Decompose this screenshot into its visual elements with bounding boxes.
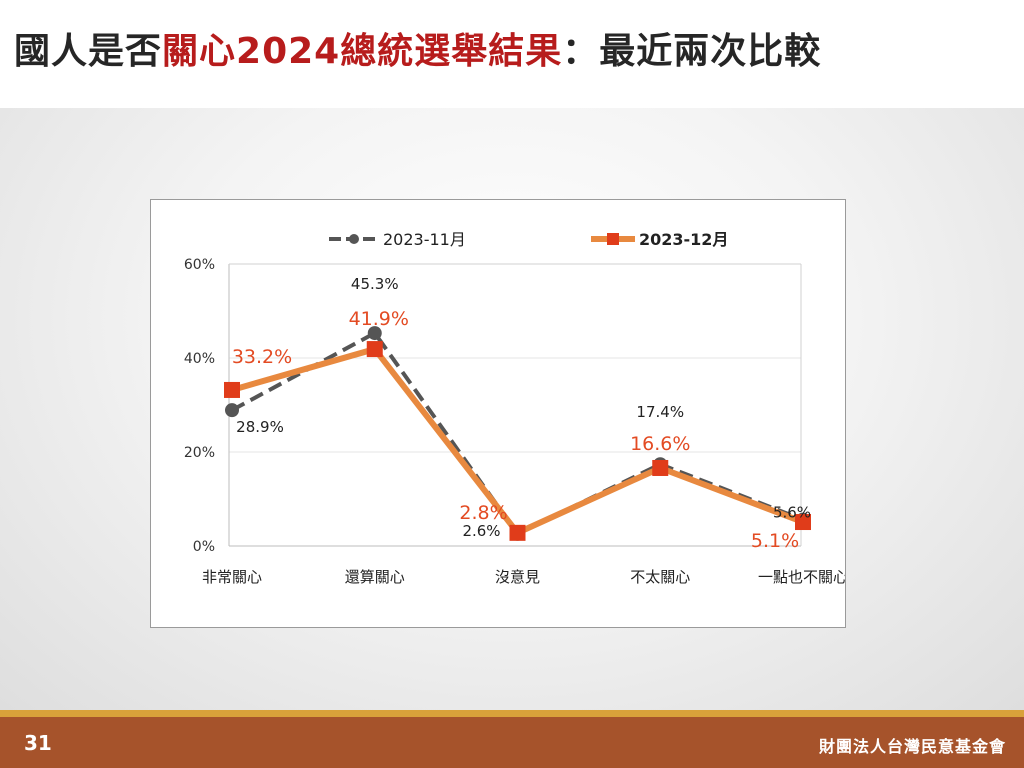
x-tick-label: 還算關心 [345,568,405,586]
data-label-2023-12: 16.6% [630,433,690,455]
organization-name: 財團法人台灣民意基金會 [818,737,1006,756]
data-label-2023-11: 45.3% [351,275,399,293]
legend-label-2023-11: 2023-11月 [383,230,466,249]
x-tick-label: 非常關心 [202,568,262,586]
marker-2023-12 [795,514,811,531]
y-tick-label: 60% [184,257,215,273]
footer-accent-line [0,710,1024,717]
y-tick-label: 0% [193,539,215,555]
marker-2023-12 [366,341,383,358]
footer-bar: 31 財團法人台灣民意基金會 [0,717,1024,768]
marker-2023-12 [652,459,669,476]
x-tick-label: 不太關心 [630,568,690,586]
page-number: 31 [24,731,52,755]
marker-2023-11 [225,403,239,418]
data-label-2023-12: 33.2% [232,346,292,368]
title-highlight: 關心2024總統選舉結果 [162,31,563,72]
title-prefix: 國人是否 [14,31,163,72]
y-tick-label: 20% [184,445,215,461]
x-tick-label: 一點也不關心 [758,568,845,586]
marker-2023-12 [224,381,240,398]
title-suffix: ：最近兩次比較 [562,31,822,72]
data-label-2023-11: 17.4% [636,403,684,421]
marker-2023-12 [509,524,526,541]
data-label-2023-12: 2.8% [459,502,507,524]
line-chart: 0% 20% 40% 60% 非常關心 還算關心 沒意見 不太關心 一點也不關心 28.9% 45.… [184,230,848,586]
data-label-2023-12: 5.1% [751,530,799,552]
chart-container: 0% 20% 40% 60% 非常關心 還算關心 沒意見 不太關心 一點也不關心 28.9% 45.… [150,199,848,628]
legend-label-2023-12: 2023-12月 [639,230,728,249]
x-tick-label: 沒意見 [495,568,540,586]
legend-marker-2023-11 [349,234,359,244]
marker-2023-11 [367,326,382,341]
data-label-2023-11: 5.6% [773,504,811,522]
data-label-2023-12: 41.9% [349,308,409,330]
series-line-2023-12 [231,346,805,536]
data-label-2023-11: 28.9% [236,418,284,436]
slide-title: 國人是否關心2024總統選舉結果：最近兩次比較 [14,22,821,74]
legend-marker-2023-12 [607,233,619,245]
data-label-2023-11: 2.6% [462,522,500,540]
y-tick-label: 40% [184,351,215,367]
